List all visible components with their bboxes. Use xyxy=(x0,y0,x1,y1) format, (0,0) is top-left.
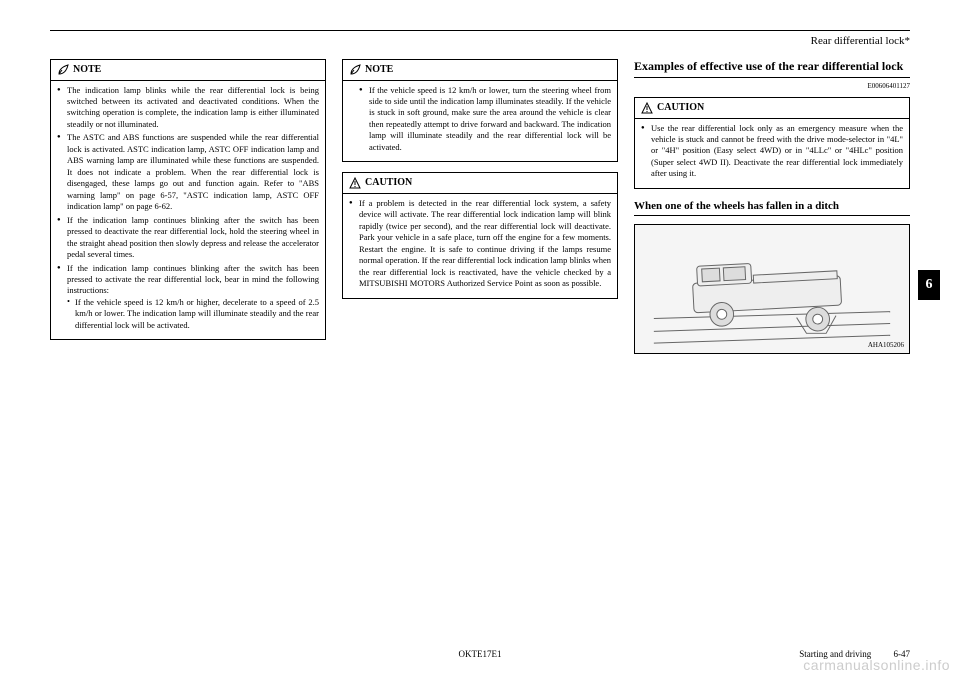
note-leaf-icon xyxy=(57,64,69,76)
note1-item: If the indication lamp continues blinkin… xyxy=(57,263,319,332)
column-1: NOTE The indication lamp blinks while th… xyxy=(50,59,326,354)
truck-in-ditch-svg xyxy=(635,225,909,353)
note1-item: The indication lamp blinks while the rea… xyxy=(57,85,319,131)
column-2: NOTE If the vehicle speed is 12 km/h or … xyxy=(342,59,618,354)
content-columns: NOTE The indication lamp blinks while th… xyxy=(50,59,910,354)
caution-box-2: CAUTION Use the rear differential lock o… xyxy=(634,97,910,189)
header-topic: Rear differential lock* xyxy=(50,35,910,47)
vehicle-illustration: AHA105206 xyxy=(634,224,910,354)
column-3: Examples of effective use of the rear di… xyxy=(634,59,910,354)
header-rule xyxy=(50,30,910,31)
caution-header-1: CAUTION xyxy=(343,173,617,194)
note1-item: If the indication lamp continues blinkin… xyxy=(57,215,319,261)
subsection-title: When one of the wheels has fallen in a d… xyxy=(634,199,910,216)
caution-triangle-icon xyxy=(641,102,653,114)
note1-item-text: If the indication lamp continues blinkin… xyxy=(67,263,319,296)
caution-header-2: CAUTION xyxy=(635,98,909,119)
footer-code: OKTE17E1 xyxy=(459,649,502,659)
watermark: carmanualsonline.info xyxy=(803,657,950,673)
caution2-item: Use the rear differential lock only as a… xyxy=(641,123,903,180)
note-label-1: NOTE xyxy=(73,63,101,77)
reference-code: E00606401127 xyxy=(634,82,910,91)
note-header-2: NOTE xyxy=(343,60,617,81)
caution-body-2: Use the rear differential lock only as a… xyxy=(635,119,909,188)
note-box-1: NOTE The indication lamp blinks while th… xyxy=(50,59,326,340)
note-header-1: NOTE xyxy=(51,60,325,81)
note1-subitem: If the vehicle speed is 12 km/h or highe… xyxy=(67,297,319,331)
caution-label-1: CAUTION xyxy=(365,176,412,190)
note1-item: The ASTC and ABS functions are suspended… xyxy=(57,132,319,212)
chapter-tab: 6 xyxy=(918,270,940,300)
caution-body-1: If a problem is detected in the rear dif… xyxy=(343,194,617,298)
caution-label-2: CAUTION xyxy=(657,101,704,115)
caution1-item: If a problem is detected in the rear dif… xyxy=(349,198,611,290)
section-title: Examples of effective use of the rear di… xyxy=(634,59,910,78)
caution-box-1: CAUTION If a problem is detected in the … xyxy=(342,172,618,298)
note-label-2: NOTE xyxy=(365,63,393,77)
note2-subitem: If the vehicle speed is 12 km/h or lower… xyxy=(359,85,611,154)
illustration-code: AHA105206 xyxy=(868,341,904,350)
note-leaf-icon xyxy=(349,64,361,76)
caution-triangle-icon xyxy=(349,177,361,189)
note-box-2: NOTE If the vehicle speed is 12 km/h or … xyxy=(342,59,618,162)
note-body-1: The indication lamp blinks while the rea… xyxy=(51,81,325,340)
note-body-2: If the vehicle speed is 12 km/h or lower… xyxy=(343,81,617,162)
page-footer: OKTE17E1 Starting and driving 6-47 xyxy=(50,649,910,659)
